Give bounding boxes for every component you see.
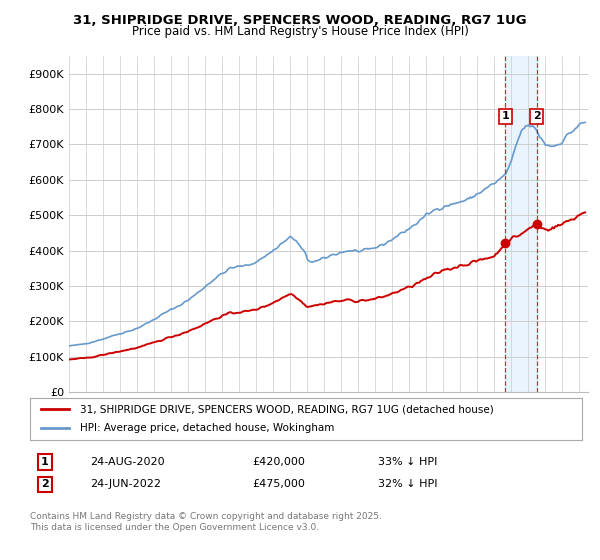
Text: 31, SHIPRIDGE DRIVE, SPENCERS WOOD, READING, RG7 1UG (detached house): 31, SHIPRIDGE DRIVE, SPENCERS WOOD, READ… bbox=[80, 404, 493, 414]
Text: 24-JUN-2022: 24-JUN-2022 bbox=[90, 479, 161, 489]
Text: £420,000: £420,000 bbox=[252, 457, 305, 467]
Text: 2: 2 bbox=[41, 479, 49, 489]
Text: 33% ↓ HPI: 33% ↓ HPI bbox=[378, 457, 437, 467]
Text: 2: 2 bbox=[533, 111, 541, 122]
Text: Price paid vs. HM Land Registry's House Price Index (HPI): Price paid vs. HM Land Registry's House … bbox=[131, 25, 469, 38]
Text: 31, SHIPRIDGE DRIVE, SPENCERS WOOD, READING, RG7 1UG: 31, SHIPRIDGE DRIVE, SPENCERS WOOD, READ… bbox=[73, 14, 527, 27]
Text: 1: 1 bbox=[502, 111, 509, 122]
Text: 1: 1 bbox=[41, 457, 49, 467]
Text: £475,000: £475,000 bbox=[252, 479, 305, 489]
Text: Contains HM Land Registry data © Crown copyright and database right 2025.
This d: Contains HM Land Registry data © Crown c… bbox=[30, 512, 382, 532]
Text: 24-AUG-2020: 24-AUG-2020 bbox=[90, 457, 164, 467]
Bar bbox=[505, 56, 536, 392]
Text: 32% ↓ HPI: 32% ↓ HPI bbox=[378, 479, 437, 489]
Text: HPI: Average price, detached house, Wokingham: HPI: Average price, detached house, Woki… bbox=[80, 423, 334, 433]
